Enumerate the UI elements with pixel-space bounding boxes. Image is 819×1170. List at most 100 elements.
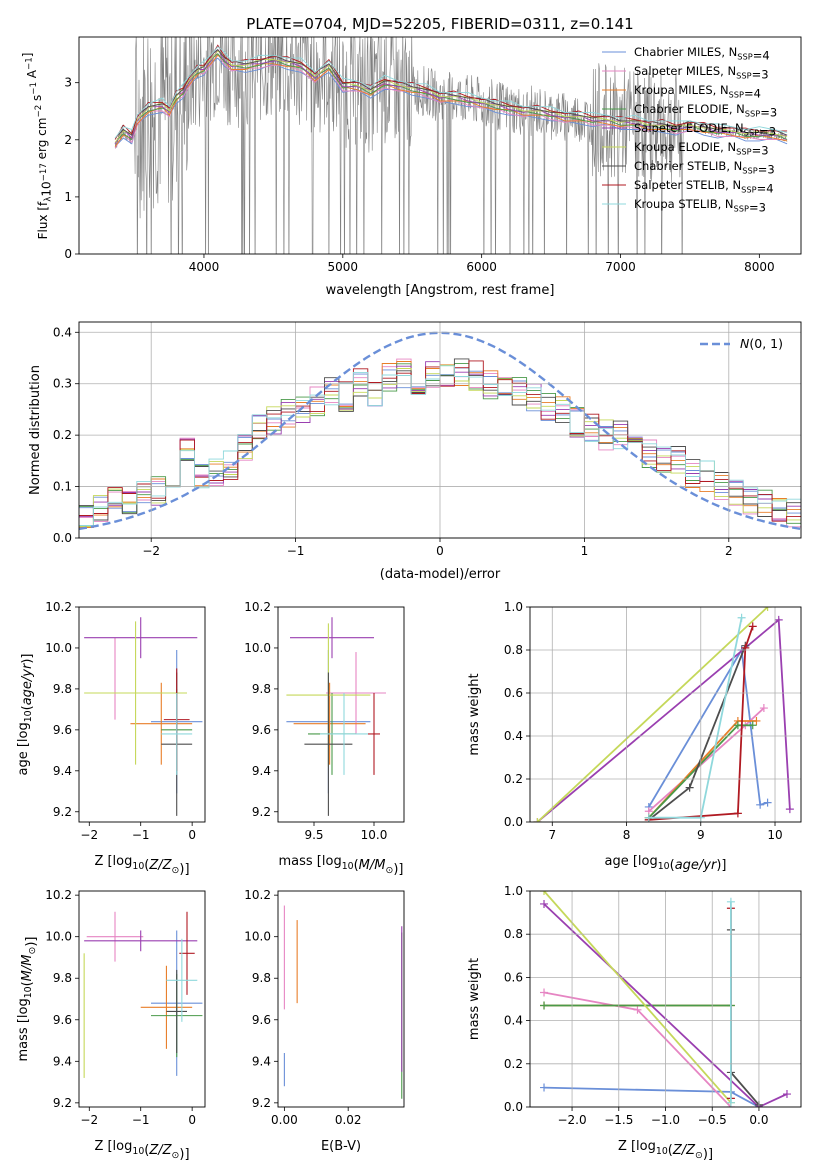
y-tick-label: 0 bbox=[64, 247, 72, 261]
y-tick-label: 0.6 bbox=[504, 686, 523, 700]
y-tick-label: 3 bbox=[64, 76, 72, 90]
plot-area bbox=[84, 617, 203, 816]
axes-frame bbox=[529, 890, 802, 1108]
axes-frame bbox=[277, 606, 405, 823]
x-tick-label: 5000 bbox=[328, 260, 359, 274]
mass-weight-marker bbox=[540, 1001, 549, 1010]
y-tick-label: 2 bbox=[64, 133, 72, 147]
x-tick-label: 0.02 bbox=[335, 1113, 362, 1127]
y-tick-label: 10.2 bbox=[45, 888, 72, 902]
legend-entry: Kroupa MILES, NSSP=4 bbox=[634, 83, 761, 100]
mass-weight-marker bbox=[633, 1005, 642, 1014]
mass-weight-marker bbox=[752, 716, 761, 725]
x-tick-label: −2.0 bbox=[557, 1113, 586, 1127]
x-tick-label: 10.0 bbox=[361, 828, 388, 842]
mass-weight-marker bbox=[785, 805, 794, 814]
mass-weight-line-6 bbox=[730, 929, 760, 1106]
y-axis-label: mass [log10(M/M⊙)] bbox=[16, 937, 39, 1062]
y-tick-label: 0.4 bbox=[53, 325, 72, 339]
figure-title: PLATE=0704, MJD=52205, FIBERID=0311, z=0… bbox=[246, 15, 633, 33]
y-tick-label: 0.0 bbox=[53, 531, 72, 545]
x-tick-label: 8 bbox=[623, 828, 631, 842]
y-tick-label: 9.4 bbox=[53, 764, 72, 778]
axes-frame bbox=[78, 606, 206, 823]
y-tick-label: 9.8 bbox=[53, 971, 72, 985]
y-tick-label: 0.2 bbox=[504, 1057, 523, 1071]
y-tick-label: 0.6 bbox=[504, 970, 523, 984]
x-tick-label: 6000 bbox=[466, 260, 497, 274]
y-tick-label: 0.2 bbox=[504, 772, 523, 786]
mass-weight-line-1 bbox=[648, 707, 765, 812]
mass-weight-marker bbox=[763, 607, 772, 611]
plot-area bbox=[540, 891, 791, 1107]
mass-weight-marker bbox=[733, 721, 742, 730]
x-axis-label: E(B-V) bbox=[321, 1139, 361, 1154]
y-tick-label: 1.0 bbox=[504, 884, 523, 898]
y-tick-label: 0.4 bbox=[504, 1014, 523, 1028]
mass-weight-marker bbox=[540, 899, 549, 908]
legend-entry: Kroupa STELIB, NSSP=3 bbox=[634, 197, 766, 214]
y-axis-label: mass weight bbox=[467, 673, 482, 755]
y-tick-label: 1 bbox=[64, 190, 72, 204]
x-axis-label: mass [log10(M/M⊙)] bbox=[279, 854, 404, 877]
y-tick-label: 10.2 bbox=[244, 600, 271, 614]
x-axis-label: wavelength [Angstrom, rest frame] bbox=[326, 283, 555, 298]
x-tick-label: 0 bbox=[188, 1113, 196, 1127]
y-tick-label: 10.2 bbox=[244, 888, 271, 902]
y-tick-label: 0.3 bbox=[53, 377, 72, 391]
legend-entry: N(0, 1) bbox=[740, 336, 783, 351]
panel-z-vs-mass-weight: −2.0 −1.5 −1.0 −0.5 0.0 0.0 0.2 0.4 0.6 0.8 1.0 Z [… bbox=[467, 884, 802, 1162]
legend-entry: Salpeter STELIB, NSSP=4 bbox=[634, 178, 774, 195]
x-tick-label: −1 bbox=[287, 544, 305, 558]
y-tick-label: 9.8 bbox=[252, 682, 271, 696]
x-axis-label: (data-model)/error bbox=[380, 567, 501, 582]
axes-frame bbox=[277, 890, 405, 1108]
axes-frame bbox=[78, 890, 206, 1108]
y-tick-label: 0.0 bbox=[504, 815, 523, 829]
x-tick-label: 0.00 bbox=[271, 1113, 298, 1127]
model-line-8 bbox=[114, 46, 788, 139]
model-line-5 bbox=[114, 50, 788, 143]
y-tick-label: 0.4 bbox=[504, 729, 523, 743]
mass-weight-marker bbox=[748, 721, 757, 730]
x-tick-label: 8000 bbox=[744, 260, 775, 274]
x-tick-label: 1 bbox=[581, 544, 589, 558]
mass-weight-marker bbox=[540, 988, 549, 997]
x-tick-label: 7 bbox=[548, 828, 556, 842]
y-tick-label: 10.0 bbox=[45, 641, 72, 655]
plot-area bbox=[533, 607, 794, 822]
x-tick-label: −1.5 bbox=[604, 1113, 633, 1127]
mass-weight-marker bbox=[733, 809, 742, 818]
y-axis-label: mass weight bbox=[467, 958, 482, 1040]
axes-frame bbox=[78, 321, 802, 539]
y-tick-label: 10.0 bbox=[244, 641, 271, 655]
x-tick-label: −0.5 bbox=[698, 1113, 727, 1127]
x-tick-label: −2 bbox=[80, 828, 98, 842]
plot-area bbox=[283, 905, 403, 1099]
x-axis-label: age [log10(age/yr)] bbox=[604, 854, 726, 873]
mass-weight-marker bbox=[756, 800, 765, 809]
mass-weight-marker bbox=[737, 613, 746, 622]
x-tick-label: 0.0 bbox=[749, 1113, 768, 1127]
panel-age-vs-mass-weight: 7 8 9 10 0.0 0.2 0.4 0.6 0.8 1.0 age [log10(age/yr… bbox=[467, 600, 802, 873]
x-axis-label: Z [log10(Z/Z⊙)] bbox=[94, 854, 189, 877]
mass-weight-marker bbox=[763, 798, 772, 807]
mass-weight-marker bbox=[759, 704, 768, 713]
x-tick-label: −2 bbox=[142, 544, 160, 558]
mass-weight-line-7 bbox=[648, 626, 754, 821]
x-tick-label: 0 bbox=[188, 828, 196, 842]
y-tick-label: 9.6 bbox=[53, 1013, 72, 1027]
mass-weight-marker bbox=[782, 1090, 791, 1099]
y-tick-label: 10.0 bbox=[244, 930, 271, 944]
y-tick-label: 1.0 bbox=[504, 600, 523, 614]
mass-weight-line-5 bbox=[536, 607, 769, 822]
legend-entry: Chabrier ELODIE, NSSP=3 bbox=[634, 102, 777, 119]
mass-weight-marker bbox=[774, 615, 783, 624]
y-tick-label: 9.4 bbox=[252, 1054, 271, 1068]
mass-weight-marker bbox=[726, 1098, 735, 1107]
mass-weight-line-5 bbox=[543, 891, 732, 1104]
y-tick-label: 9.6 bbox=[252, 723, 271, 737]
mass-weight-marker bbox=[540, 891, 549, 895]
model-line-2 bbox=[114, 54, 788, 147]
